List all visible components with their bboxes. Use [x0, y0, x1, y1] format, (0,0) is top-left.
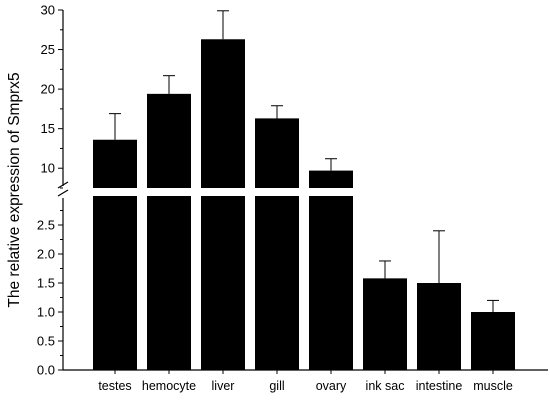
y-tick-label: 1.5	[37, 276, 55, 291]
bar-hemocyte	[147, 93, 191, 370]
y-tick-label: 20	[41, 82, 55, 97]
y-tick-label: 2.5	[37, 218, 55, 233]
x-tick-label: intestine	[416, 379, 463, 393]
y-axis-label: The relative expression of Smprx5	[6, 72, 23, 307]
y-tick-label: 30	[41, 3, 55, 18]
x-tick-label: muscle	[473, 379, 513, 393]
x-tick-label: hemocyte	[142, 379, 196, 393]
x-tick-label: ink sac	[366, 379, 405, 393]
bar-ovary	[309, 170, 353, 370]
y-tick-label: 0.0	[37, 363, 55, 378]
y-tick-label: 0.5	[37, 334, 55, 349]
axis-break-gap	[53, 188, 548, 196]
x-tick-label: testes	[98, 379, 131, 393]
bar-testes	[93, 139, 137, 370]
axis-break-mark	[57, 181, 69, 189]
y-tick-label: 10	[41, 161, 55, 176]
y-tick-label: 2.0	[37, 247, 55, 262]
y-tick-label: 25	[41, 42, 55, 57]
bar-gill	[255, 118, 299, 370]
y-tick-label: 15	[41, 121, 55, 136]
bar-ink-sac	[363, 278, 407, 370]
bar-muscle	[471, 312, 515, 370]
bar-liver	[201, 39, 245, 370]
axis-break-mark	[57, 189, 69, 197]
x-tick-label: gill	[269, 379, 284, 393]
y-tick-label: 1.0	[37, 305, 55, 320]
chart-marks: testes hemocyte liver gill ovary ink sac intes…	[37, 3, 548, 393]
x-tick-label: ovary	[316, 379, 347, 393]
bar-intestine	[417, 283, 461, 370]
x-tick-label: liver	[212, 379, 235, 393]
